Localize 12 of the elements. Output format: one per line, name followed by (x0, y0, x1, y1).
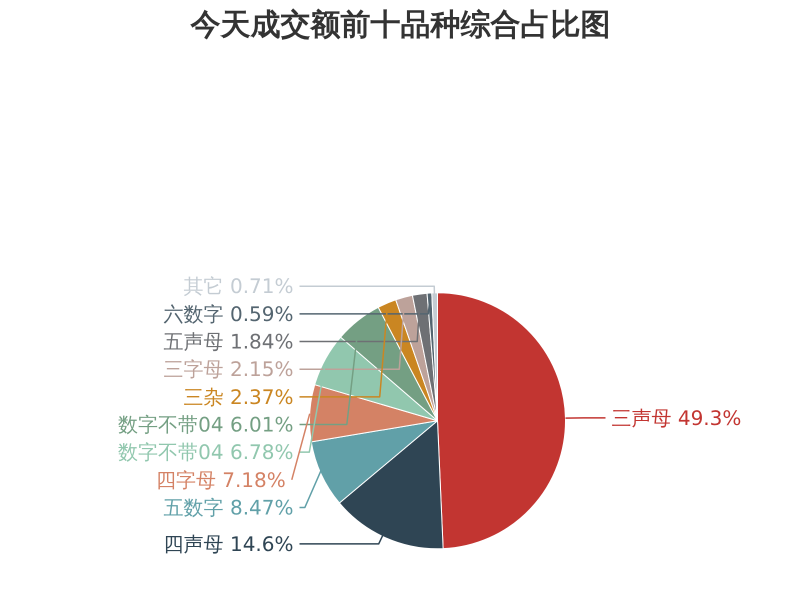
slice-label: 三字母 2.15% (164, 357, 294, 382)
slice-label: 四声母 14.6% (164, 532, 294, 556)
slice-label: 五声母 1.84% (164, 330, 294, 354)
slice-label: 六数字 0.59% (164, 302, 294, 326)
slice-label: 其它 0.71% (184, 274, 294, 298)
slice-label: 三杂 2.37% (184, 384, 294, 409)
slice-label: 数字不带04 6.78% (118, 440, 294, 464)
slice-label: 四字母 7.18% (156, 468, 286, 492)
slice-label: 数字不带04 6.01% (118, 412, 294, 436)
chart-title: 今天成交额前十品种综合占比图 (190, 8, 610, 42)
slice-label: 五数字 8.47% (164, 495, 294, 520)
slice-label: 三声母 49.3% (612, 406, 742, 430)
